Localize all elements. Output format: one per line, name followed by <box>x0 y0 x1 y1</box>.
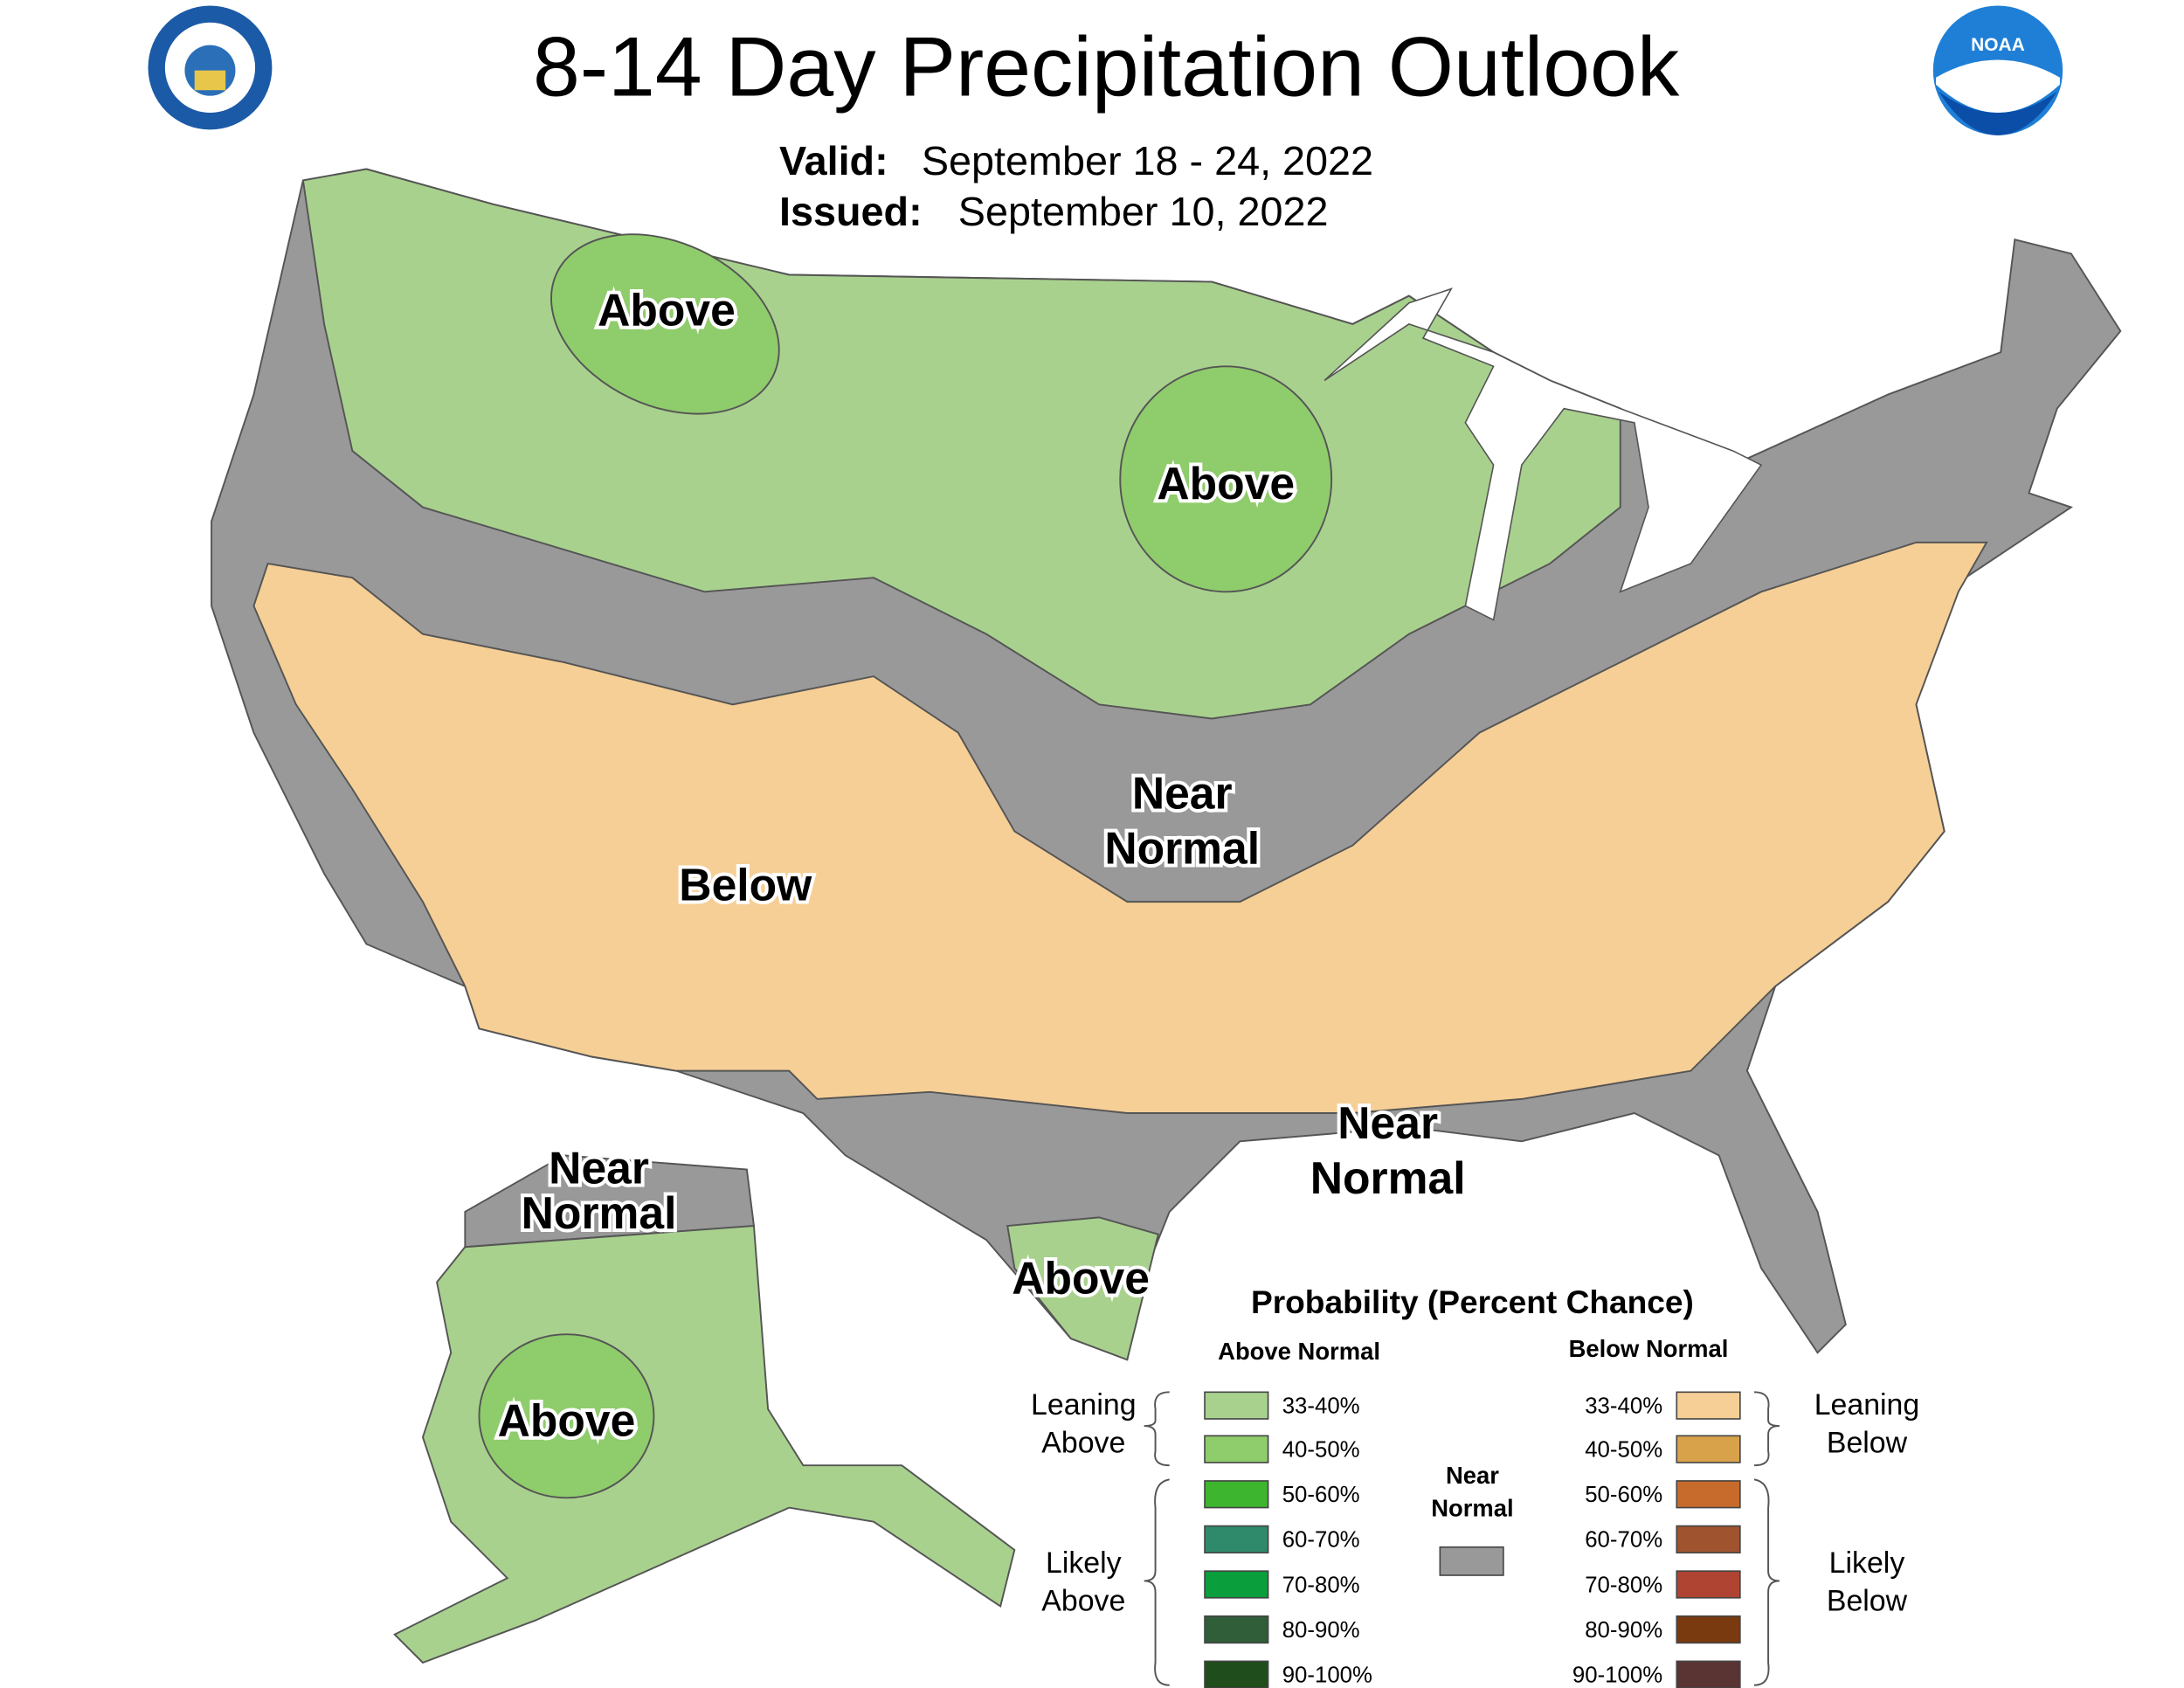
near-normal-area <box>464 1154 756 1249</box>
legend-swatch <box>1676 1525 1741 1553</box>
legend-group-label: Likely <box>1046 1546 1122 1580</box>
legend-label: 70-80% <box>1585 1573 1662 1597</box>
legend-label: 90-100% <box>1282 1664 1372 1688</box>
above-area <box>1119 365 1333 593</box>
legend-swatch <box>1204 1660 1269 1688</box>
map-label: Normal <box>1310 1152 1466 1203</box>
issued-date: September 10, 2022 <box>958 189 1329 234</box>
legend-label: 80-90% <box>1585 1618 1662 1643</box>
legend-swatch <box>1676 1660 1741 1688</box>
above-area <box>550 233 780 415</box>
map-label: Normal <box>522 1187 677 1238</box>
legend-group-label: Below <box>1827 1584 1908 1617</box>
alaska <box>393 1154 1016 1664</box>
map-label: Below <box>679 860 812 910</box>
map-label: Above <box>498 1394 636 1445</box>
legend-label: 80-90% <box>1282 1618 1360 1643</box>
valid-dates: September 18 - 24, 2022 <box>922 138 1373 183</box>
legend-heading: Above Normal <box>1218 1338 1380 1365</box>
noaa-text: NOAA <box>1971 35 2025 55</box>
commerce-seal <box>148 5 273 130</box>
legend-label: 60-70% <box>1282 1528 1360 1553</box>
legend-swatch <box>1204 1570 1269 1599</box>
legend-label: 60-70% <box>1585 1528 1662 1553</box>
legend-swatch <box>1204 1480 1269 1509</box>
legend-swatch <box>1204 1435 1269 1463</box>
legend-group-label: Above <box>1041 1584 1125 1617</box>
lakes <box>1324 287 1763 621</box>
legend-swatch <box>1204 1525 1269 1553</box>
legend-label: 50-60% <box>1585 1483 1662 1507</box>
braces <box>1144 1391 1780 1686</box>
legend-title: Probability (Percent Chance) <box>1251 1283 1694 1320</box>
legend-label: 70-80% <box>1282 1573 1360 1597</box>
valid-label: Valid: <box>779 138 888 183</box>
issued-label: Issued: <box>779 189 923 234</box>
legend-label: Near <box>1446 1462 1499 1489</box>
legend-label: 33-40% <box>1282 1394 1360 1419</box>
legend-swatch <box>1204 1615 1269 1644</box>
noaa-logo: NOAA <box>1932 5 2063 135</box>
above-area <box>478 1333 655 1499</box>
legend-label: 90-100% <box>1572 1664 1662 1688</box>
legend-group-label: Leaning <box>1814 1388 1920 1422</box>
legend-swatch <box>1676 1615 1741 1644</box>
legend-label: 33-40% <box>1585 1394 1662 1419</box>
legend-group-label: Likely <box>1829 1546 1905 1580</box>
conus <box>211 168 2122 1361</box>
legend-label: 40-50% <box>1585 1438 1662 1463</box>
map-label: Near <box>1132 768 1233 819</box>
legend-swatch <box>1676 1480 1741 1509</box>
map-label: Above <box>1157 458 1295 508</box>
legend-swatch <box>1676 1391 1741 1420</box>
legend-group-label: Above <box>1041 1427 1125 1460</box>
legend-label: 40-50% <box>1282 1438 1360 1463</box>
legend-swatch <box>1676 1435 1741 1463</box>
legend-group-label: Below <box>1827 1427 1908 1460</box>
above-area <box>1006 1216 1159 1361</box>
title: 8-14 Day Precipitation Outlook <box>533 19 1680 114</box>
legend-heading: Below Normal <box>1569 1335 1729 1362</box>
map-label: Near <box>1337 1097 1438 1148</box>
legend-group-label: Leaning <box>1031 1388 1137 1422</box>
legend-swatch <box>1676 1570 1741 1599</box>
legend-swatch <box>1204 1391 1269 1420</box>
legend-label: 50-60% <box>1282 1483 1360 1507</box>
map-label: Above <box>1012 1252 1150 1303</box>
legend-swatch <box>1439 1546 1504 1576</box>
map-label: Normal <box>1104 823 1260 874</box>
map-label: Near <box>549 1143 649 1193</box>
below-area <box>252 541 1988 1114</box>
legend-label: Normal <box>1431 1494 1513 1521</box>
map-label: Above <box>598 285 736 336</box>
